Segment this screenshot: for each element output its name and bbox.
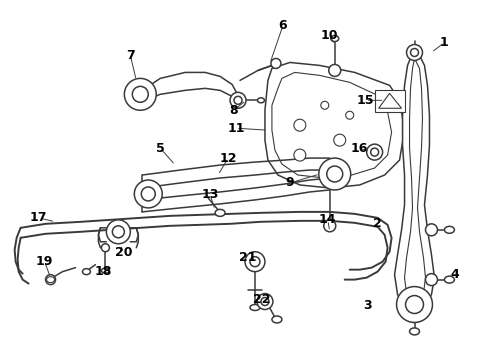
Circle shape xyxy=(407,306,422,323)
Circle shape xyxy=(425,224,438,236)
Text: 19: 19 xyxy=(36,255,53,268)
Text: 12: 12 xyxy=(220,152,237,165)
Text: 5: 5 xyxy=(156,141,165,155)
Text: 2: 2 xyxy=(373,217,382,230)
Circle shape xyxy=(324,220,336,232)
Circle shape xyxy=(329,64,341,76)
Polygon shape xyxy=(265,62,405,188)
Text: 10: 10 xyxy=(321,29,339,42)
Circle shape xyxy=(334,134,346,146)
Circle shape xyxy=(407,45,422,60)
Circle shape xyxy=(106,220,130,244)
Polygon shape xyxy=(379,93,401,108)
Text: 11: 11 xyxy=(227,122,245,135)
Text: 1: 1 xyxy=(440,36,449,49)
Circle shape xyxy=(319,158,351,190)
Text: 20: 20 xyxy=(115,246,132,259)
Ellipse shape xyxy=(331,36,339,41)
Circle shape xyxy=(141,187,155,201)
Polygon shape xyxy=(405,58,425,302)
Ellipse shape xyxy=(250,305,260,310)
Ellipse shape xyxy=(82,269,91,275)
Ellipse shape xyxy=(444,226,454,233)
Circle shape xyxy=(327,166,343,182)
Circle shape xyxy=(411,49,418,57)
Circle shape xyxy=(294,149,306,161)
Ellipse shape xyxy=(101,268,109,273)
Ellipse shape xyxy=(257,98,265,103)
Circle shape xyxy=(294,119,306,131)
Text: 4: 4 xyxy=(450,268,459,281)
Text: 6: 6 xyxy=(279,19,287,32)
Polygon shape xyxy=(272,72,392,178)
Text: 7: 7 xyxy=(126,49,135,62)
Text: 17: 17 xyxy=(30,211,48,224)
Ellipse shape xyxy=(410,328,419,335)
Ellipse shape xyxy=(272,316,282,323)
Bar xyxy=(375,90,405,112)
Circle shape xyxy=(112,226,124,238)
Circle shape xyxy=(134,180,162,208)
Polygon shape xyxy=(394,50,435,315)
Text: 15: 15 xyxy=(357,94,374,107)
Ellipse shape xyxy=(47,276,54,283)
Circle shape xyxy=(346,111,354,119)
Text: 13: 13 xyxy=(201,188,219,202)
Circle shape xyxy=(321,101,329,109)
Circle shape xyxy=(101,244,109,252)
Text: 21: 21 xyxy=(239,251,257,264)
Text: 9: 9 xyxy=(286,176,294,189)
Text: 22: 22 xyxy=(253,293,270,306)
Text: 18: 18 xyxy=(95,265,112,278)
Circle shape xyxy=(367,144,383,160)
Circle shape xyxy=(261,298,269,306)
Text: 16: 16 xyxy=(351,141,368,155)
Circle shape xyxy=(257,293,273,310)
Circle shape xyxy=(234,96,242,104)
Circle shape xyxy=(271,58,281,68)
Text: 8: 8 xyxy=(230,104,238,117)
Circle shape xyxy=(396,287,433,323)
Ellipse shape xyxy=(215,210,225,216)
Text: 3: 3 xyxy=(364,299,372,312)
Circle shape xyxy=(245,252,265,272)
Circle shape xyxy=(370,148,379,156)
Circle shape xyxy=(425,274,438,285)
Circle shape xyxy=(46,275,55,285)
Circle shape xyxy=(230,92,246,108)
Circle shape xyxy=(132,86,148,102)
Ellipse shape xyxy=(444,276,454,283)
Circle shape xyxy=(250,257,260,267)
Circle shape xyxy=(124,78,156,110)
Circle shape xyxy=(406,296,423,314)
Text: 14: 14 xyxy=(319,213,337,226)
